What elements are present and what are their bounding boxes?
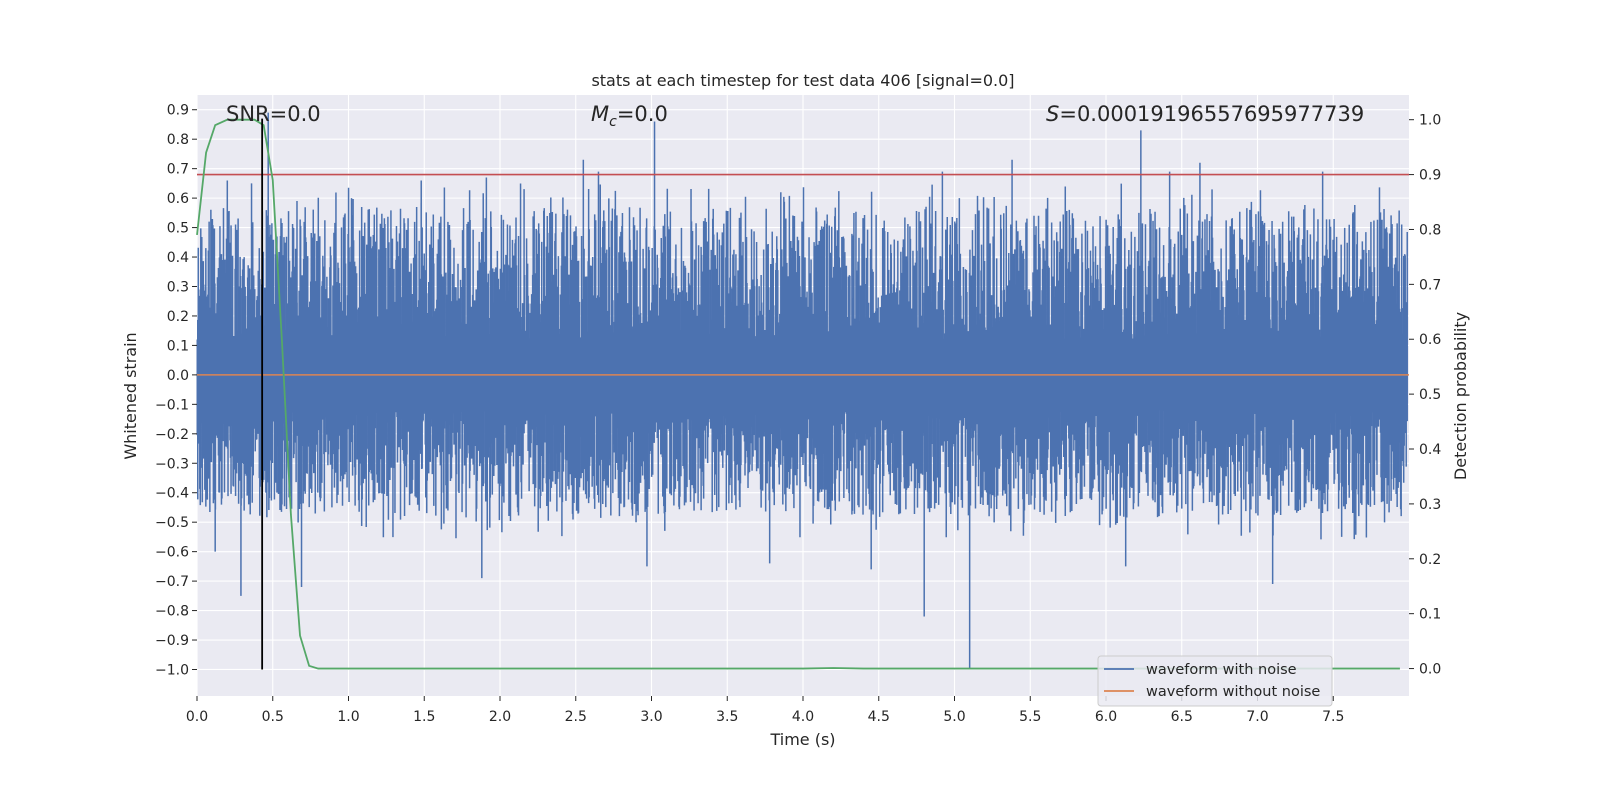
y-tick-label: 0.4 <box>167 250 189 266</box>
y-tick-label: −0.1 <box>155 397 189 413</box>
y-tick-label: −0.3 <box>155 456 189 472</box>
y2-tick-label: 0.5 <box>1419 387 1441 403</box>
y-tick-label: −1.0 <box>155 662 189 678</box>
mc-subscript: c <box>609 114 617 130</box>
y-axis-title: Whitened strain <box>121 332 140 459</box>
y-axis-left: 0.9 0.8 0.7 0.6 0.5 0.4 0.3 0.2 0.1 0.0 −0.1 −0.2 −0… <box>155 103 197 678</box>
y-tick-label: 0.1 <box>167 338 189 354</box>
x-tick-label: 6.0 <box>1095 709 1117 725</box>
y-tick-label: −0.4 <box>155 486 189 502</box>
y-tick-label: 0.3 <box>167 279 189 295</box>
y-tick-label: 0.2 <box>167 309 189 325</box>
y2-tick-label: 0.2 <box>1419 552 1441 568</box>
y2-tick-label: 0.0 <box>1419 662 1441 678</box>
x-tick-label: 7.0 <box>1246 709 1268 725</box>
x-tick-label: 6.5 <box>1171 709 1193 725</box>
x-tick-label: 5.0 <box>943 709 965 725</box>
x-axis-title: Time (s) <box>769 730 835 749</box>
x-tick-label: 1.5 <box>413 709 435 725</box>
detection-probability-line <box>196 118 1400 670</box>
s-value: =0.00019196557695977739 <box>1059 102 1364 126</box>
x-tick-label: 7.5 <box>1322 709 1344 725</box>
x-tick-label: 1.0 <box>337 709 359 725</box>
y2-tick-label: 0.1 <box>1419 607 1441 623</box>
y2-tick-label: 0.4 <box>1419 442 1441 458</box>
x-tick-label: 2.0 <box>489 709 511 725</box>
mc-annotation: Mc=0.0 <box>591 102 668 130</box>
legend-label-waveform-with-noise: waveform with noise <box>1146 662 1297 678</box>
s-annotation: S=0.00019196557695977739 <box>1046 102 1364 126</box>
y2-tick-label: 0.8 <box>1419 222 1441 238</box>
y2-tick-label: 0.7 <box>1419 277 1441 293</box>
y-tick-label: −0.7 <box>155 574 189 590</box>
y-tick-label: −0.9 <box>155 633 189 649</box>
legend-box <box>1097 655 1333 707</box>
y2-tick-label: 0.3 <box>1419 497 1441 513</box>
y-tick-label: 0.5 <box>167 221 189 237</box>
x-tick-label: 4.0 <box>792 709 814 725</box>
y-tick-label: 0.0 <box>167 368 189 384</box>
mc-symbol: M <box>591 102 609 126</box>
y-tick-label: 0.6 <box>167 191 189 207</box>
y-tick-label: 0.7 <box>167 162 189 178</box>
y2-tick-label: 0.6 <box>1419 332 1441 348</box>
y-tick-label: −0.5 <box>155 515 189 531</box>
chart-title: stats at each timestep for test data 406… <box>591 71 1014 90</box>
y-tick-label: −0.2 <box>155 427 189 443</box>
x-tick-label: 3.0 <box>640 709 662 725</box>
mc-value: =0.0 <box>617 102 668 126</box>
x-tick-label: 5.5 <box>1019 709 1041 725</box>
s-symbol: S <box>1046 102 1059 126</box>
x-tick-label: 0.0 <box>186 709 208 725</box>
y2-tick-label: 1.0 <box>1419 113 1441 129</box>
overlay-lines <box>196 118 1409 670</box>
x-axis: 0.0 0.5 1.0 1.5 2.0 2.5 3.0 3.5 4.0 4.5 5.0 5.5 6.0 6… <box>186 696 1344 725</box>
y-tick-label: 0.9 <box>167 103 189 119</box>
y2-axis-title: Detection probability <box>1451 312 1470 480</box>
y-tick-label: −0.8 <box>155 604 189 620</box>
x-tick-label: 2.5 <box>565 709 587 725</box>
legend: waveform with noise waveform without noi… <box>1097 655 1333 707</box>
y-tick-label: 0.8 <box>167 132 189 148</box>
snr-annotation: SNR=0.0 <box>226 102 321 126</box>
x-tick-label: 0.5 <box>262 709 284 725</box>
x-tick-label: 3.5 <box>716 709 738 725</box>
y2-tick-label: 0.9 <box>1419 168 1441 184</box>
x-tick-label: 4.5 <box>868 709 890 725</box>
y-tick-label: −0.6 <box>155 545 189 561</box>
legend-label-waveform-without-noise: waveform without noise <box>1146 684 1320 700</box>
y-axis-right: 1.0 0.9 0.8 0.7 0.6 0.5 0.4 0.3 0.2 0.1 0.0 <box>1409 113 1441 678</box>
